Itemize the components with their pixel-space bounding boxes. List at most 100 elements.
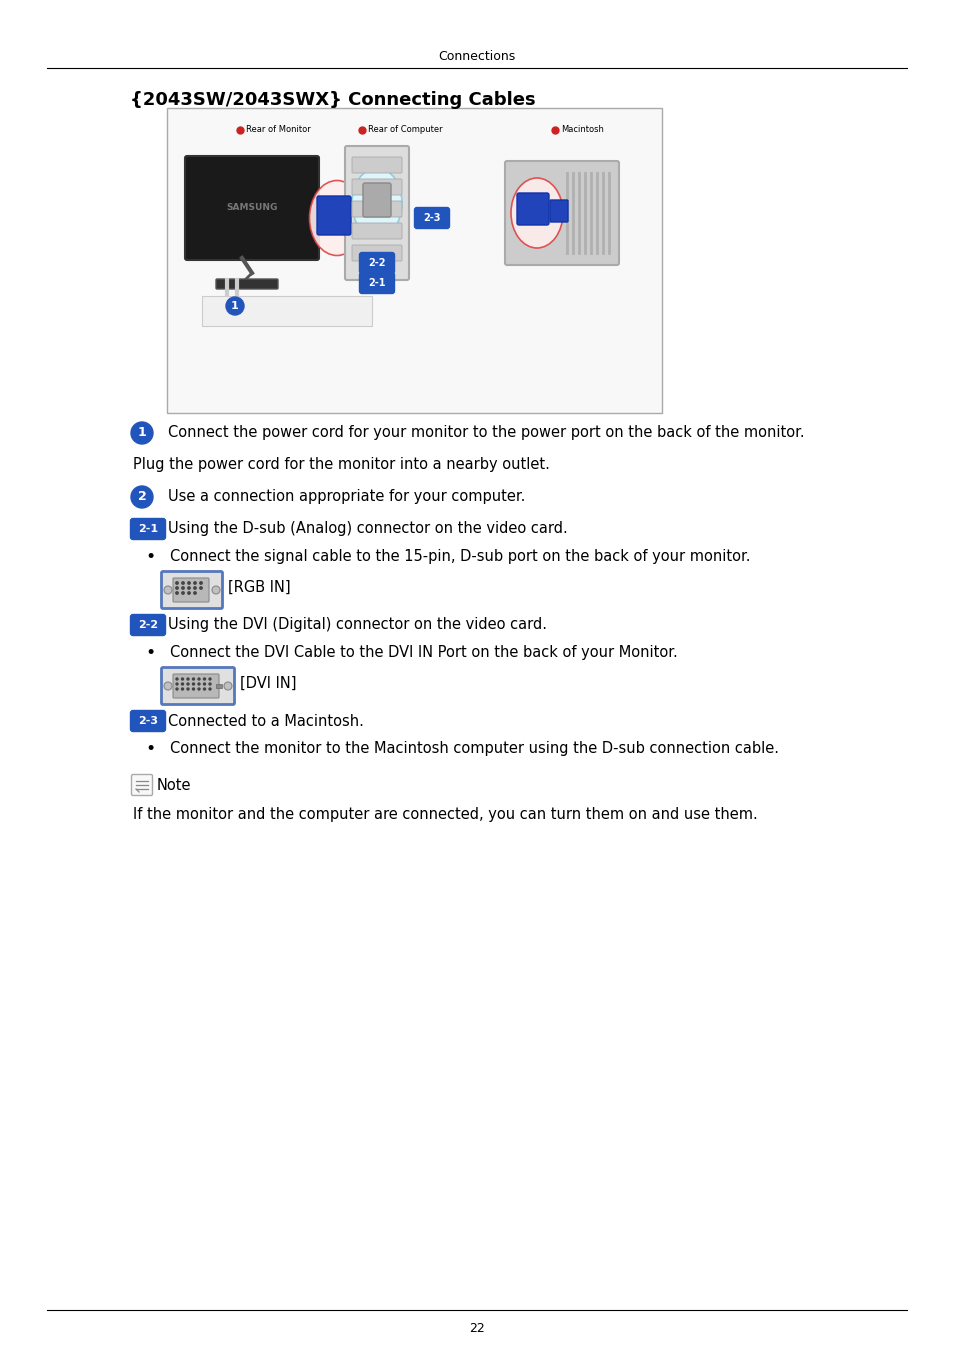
Text: •: • [146,548,156,566]
Circle shape [188,582,190,585]
Text: Use a connection appropriate for your computer.: Use a connection appropriate for your co… [168,490,525,505]
Ellipse shape [511,178,562,248]
Text: 2: 2 [137,490,146,504]
Text: •: • [146,740,156,757]
Circle shape [131,423,152,444]
FancyBboxPatch shape [345,146,409,279]
Text: 2-3: 2-3 [423,213,440,223]
Circle shape [181,688,183,690]
FancyBboxPatch shape [504,161,618,265]
FancyBboxPatch shape [359,273,395,293]
Text: Connect the signal cable to the 15-pin, D-sub port on the back of your monitor.: Connect the signal cable to the 15-pin, … [170,549,750,564]
FancyBboxPatch shape [414,208,449,228]
Text: 22: 22 [469,1322,484,1335]
Circle shape [212,586,220,594]
FancyBboxPatch shape [161,667,234,705]
FancyBboxPatch shape [131,518,165,540]
Circle shape [175,683,178,684]
Circle shape [203,678,205,680]
Circle shape [164,682,172,690]
Circle shape [182,591,184,594]
Text: Connect the power cord for your monitor to the power port on the back of the mon: Connect the power cord for your monitor … [168,425,803,440]
Circle shape [187,678,189,680]
Text: {2043SW/2043SWX} Connecting Cables: {2043SW/2043SWX} Connecting Cables [130,90,535,109]
Circle shape [193,688,194,690]
FancyBboxPatch shape [359,252,395,274]
Circle shape [131,486,152,508]
Circle shape [224,682,232,690]
Ellipse shape [352,167,401,238]
Text: Connections: Connections [438,50,515,62]
Text: Note: Note [157,778,192,792]
Circle shape [198,678,200,680]
Text: 1: 1 [231,301,238,310]
Ellipse shape [309,181,364,255]
FancyBboxPatch shape [161,571,222,609]
Circle shape [175,688,178,690]
Circle shape [182,582,184,585]
FancyBboxPatch shape [131,614,165,636]
Circle shape [199,587,202,589]
Circle shape [188,587,190,589]
Circle shape [187,688,189,690]
Circle shape [193,591,196,594]
Circle shape [175,591,178,594]
Text: Macintosh: Macintosh [560,126,603,135]
Circle shape [199,582,202,585]
Circle shape [198,683,200,684]
Text: 2-1: 2-1 [368,278,385,288]
FancyBboxPatch shape [517,193,548,225]
Circle shape [209,688,211,690]
Circle shape [175,582,178,585]
FancyBboxPatch shape [215,279,277,289]
FancyBboxPatch shape [172,578,209,602]
Text: Using the DVI (Digital) connector on the video card.: Using the DVI (Digital) connector on the… [168,617,546,633]
FancyBboxPatch shape [352,201,401,217]
FancyBboxPatch shape [167,108,661,413]
FancyBboxPatch shape [185,157,318,261]
Text: If the monitor and the computer are connected, you can turn them on and use them: If the monitor and the computer are conn… [132,807,757,822]
FancyBboxPatch shape [131,710,165,732]
Text: 2-3: 2-3 [138,716,158,726]
Circle shape [193,582,196,585]
Circle shape [181,683,183,684]
Circle shape [182,587,184,589]
FancyBboxPatch shape [352,244,401,261]
Circle shape [188,591,190,594]
Text: Rear of Monitor: Rear of Monitor [246,126,311,135]
Text: Connected to a Macintosh.: Connected to a Macintosh. [168,714,363,729]
FancyBboxPatch shape [550,200,567,221]
FancyBboxPatch shape [132,775,152,795]
Text: •: • [146,644,156,662]
FancyBboxPatch shape [363,184,391,217]
Circle shape [193,678,194,680]
FancyBboxPatch shape [352,180,401,194]
Circle shape [181,678,183,680]
Circle shape [198,688,200,690]
Circle shape [209,678,211,680]
Text: 1: 1 [137,427,146,440]
Text: Plug the power cord for the monitor into a nearby outlet.: Plug the power cord for the monitor into… [132,458,549,472]
Circle shape [193,587,196,589]
Circle shape [175,678,178,680]
Circle shape [203,683,205,684]
Text: Rear of Computer: Rear of Computer [368,126,442,135]
Circle shape [203,688,205,690]
Text: SAMSUNG: SAMSUNG [226,204,277,212]
Circle shape [175,587,178,589]
Circle shape [209,683,211,684]
Text: 2-1: 2-1 [138,524,158,535]
Circle shape [226,297,244,315]
Text: 2-2: 2-2 [368,258,385,269]
FancyBboxPatch shape [352,157,401,173]
Text: [RGB IN]: [RGB IN] [228,579,291,594]
Text: Connect the DVI Cable to the DVI IN Port on the back of your Monitor.: Connect the DVI Cable to the DVI IN Port… [170,645,677,660]
Text: Using the D-sub (Analog) connector on the video card.: Using the D-sub (Analog) connector on th… [168,521,567,536]
FancyBboxPatch shape [316,196,351,235]
FancyBboxPatch shape [352,223,401,239]
FancyBboxPatch shape [202,296,372,325]
Circle shape [187,683,189,684]
FancyBboxPatch shape [172,674,219,698]
Circle shape [193,683,194,684]
Text: 2-2: 2-2 [138,620,158,630]
